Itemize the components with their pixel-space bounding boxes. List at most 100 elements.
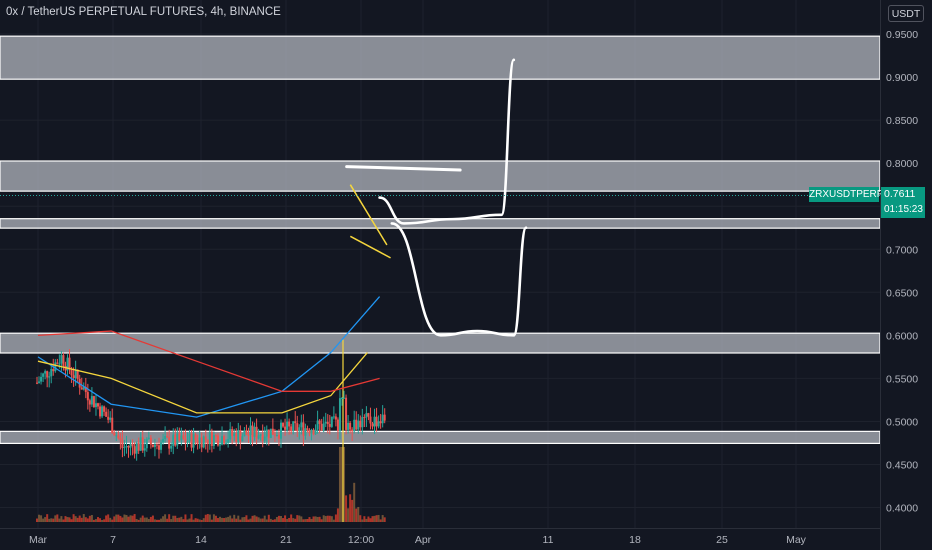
volume-bar — [235, 518, 238, 522]
price-tick-label: 0.6000 — [886, 330, 918, 342]
candle-body — [97, 403, 99, 407]
candle-body — [306, 428, 309, 430]
volume-bar — [282, 518, 285, 522]
candle-body — [107, 416, 110, 420]
candle-body — [379, 421, 382, 424]
volume-bar — [158, 519, 160, 522]
volume-bar — [153, 519, 156, 522]
candle-body — [373, 416, 376, 427]
volume-bar — [214, 515, 217, 522]
volume-bar — [322, 515, 325, 522]
volume-bar — [267, 514, 270, 522]
candle-body — [70, 369, 73, 376]
volume-bar — [355, 508, 358, 522]
candle-body — [74, 369, 77, 379]
volume-bar — [212, 514, 215, 522]
volume-bar — [265, 519, 268, 522]
candle-body — [371, 423, 374, 427]
candle-body — [257, 435, 260, 439]
volume-bar — [174, 515, 177, 522]
candle-body — [286, 421, 289, 430]
candle-body — [119, 438, 122, 441]
volume-bar — [151, 515, 154, 522]
volume-bar — [359, 515, 362, 522]
price-tick-label: 0.7000 — [886, 244, 918, 256]
candle-body — [121, 440, 124, 448]
candle-body — [166, 436, 169, 438]
volume-bar — [92, 519, 95, 522]
candle-body — [223, 436, 226, 444]
sr-zone — [0, 430, 881, 445]
candle-body — [212, 435, 215, 446]
candle-body — [334, 416, 337, 420]
volume-bar — [310, 518, 313, 522]
volume-bar — [133, 514, 136, 522]
volume-bar — [249, 518, 252, 522]
candle-body — [194, 434, 197, 441]
volume-bar — [82, 514, 85, 522]
candle-body — [80, 387, 83, 390]
candle-body — [318, 420, 321, 424]
candle-body — [62, 355, 65, 367]
volume-bar — [208, 514, 211, 522]
volume-bar — [324, 516, 327, 522]
candle-body — [164, 436, 167, 439]
price-axis[interactable]: 0.95000.90000.85000.80000.75000.70000.65… — [886, 29, 918, 515]
volume-bar — [170, 519, 173, 522]
volume-bar — [237, 515, 240, 522]
candle-body — [125, 446, 128, 448]
volume-bar — [145, 517, 148, 522]
candle-body — [190, 433, 193, 448]
volume-bar — [308, 517, 311, 522]
candle-body — [302, 422, 305, 436]
price-tick-label: 0.5000 — [886, 416, 918, 428]
candle-body — [375, 416, 378, 427]
candle-body — [94, 403, 97, 408]
candle-body — [90, 396, 93, 405]
symbol-tag: ZRXUSDTPERP — [809, 187, 884, 202]
candle-body — [206, 439, 209, 444]
candle-body — [160, 442, 163, 450]
candle-body — [99, 406, 102, 417]
volume-bar — [231, 518, 234, 522]
candle-body — [259, 434, 262, 436]
candle-body — [338, 398, 341, 432]
volume-bar — [245, 515, 248, 522]
volume-bar — [194, 518, 197, 522]
candle-body — [355, 419, 358, 430]
volume-bar — [334, 514, 337, 522]
currency-badge[interactable]: USDT — [888, 5, 924, 22]
candle-body — [369, 416, 372, 424]
volume-bar — [40, 515, 43, 522]
volume-bar — [62, 519, 65, 522]
price-tag: 0.7611 01:15:23 — [881, 187, 925, 218]
candle-body — [54, 362, 57, 372]
price-tick-label: 0.8000 — [886, 158, 918, 170]
candle-body — [56, 362, 59, 364]
volume-bar — [284, 515, 287, 522]
candle-body — [117, 435, 120, 439]
candle-body — [275, 434, 278, 436]
time-axis[interactable]: Mar 7 14 21 12:00 Apr 11 18 25 May — [29, 534, 807, 546]
candle-body — [263, 436, 266, 441]
volume-bar — [186, 519, 189, 522]
price-tick-label: 0.6500 — [886, 287, 918, 299]
volume-bar — [168, 514, 171, 522]
candle-body — [123, 447, 126, 449]
volume-bar — [86, 518, 89, 522]
candle-body — [143, 448, 146, 451]
candle-body — [42, 373, 45, 377]
candle-body — [182, 435, 185, 439]
volume-bar — [176, 517, 179, 522]
candle-body — [52, 369, 55, 372]
candle-body — [40, 376, 43, 382]
candle-body — [184, 438, 187, 443]
volume-bar — [76, 517, 79, 522]
wedge-lower-line — [349, 235, 391, 259]
volume-bar — [271, 519, 274, 522]
volume-bar — [48, 518, 51, 522]
candle-body — [219, 444, 221, 446]
volume-bar — [129, 515, 132, 522]
volume-bar — [247, 519, 250, 522]
